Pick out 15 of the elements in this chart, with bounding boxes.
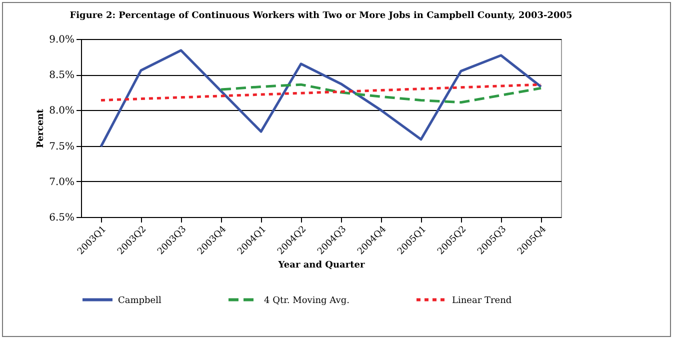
y-tick-label: 8.5% xyxy=(49,70,74,82)
line-series xyxy=(100,49,542,148)
legend-label: 4 Qtr. Moving Avg. xyxy=(264,296,350,306)
y-tick-label: 6.5% xyxy=(49,212,74,224)
legend-label: Campbell xyxy=(118,296,162,306)
y-tick-label: 7.0% xyxy=(49,176,74,188)
y-axis-title: Percent xyxy=(36,108,46,148)
legend-label: Linear Trend xyxy=(452,296,512,306)
y-tick-label: 7.5% xyxy=(49,141,74,152)
chart-title: Figure 2: Percentage of Continuous Workers with Two or More Jobs in Campbell County, 2003-2005 xyxy=(70,11,572,21)
y-tick-label: 8.0% xyxy=(49,106,74,117)
x-axis-title: Year and Quarter xyxy=(277,260,365,270)
y-tick-label: 9.0% xyxy=(49,34,74,46)
line-series xyxy=(100,83,542,102)
line-series xyxy=(220,83,542,104)
